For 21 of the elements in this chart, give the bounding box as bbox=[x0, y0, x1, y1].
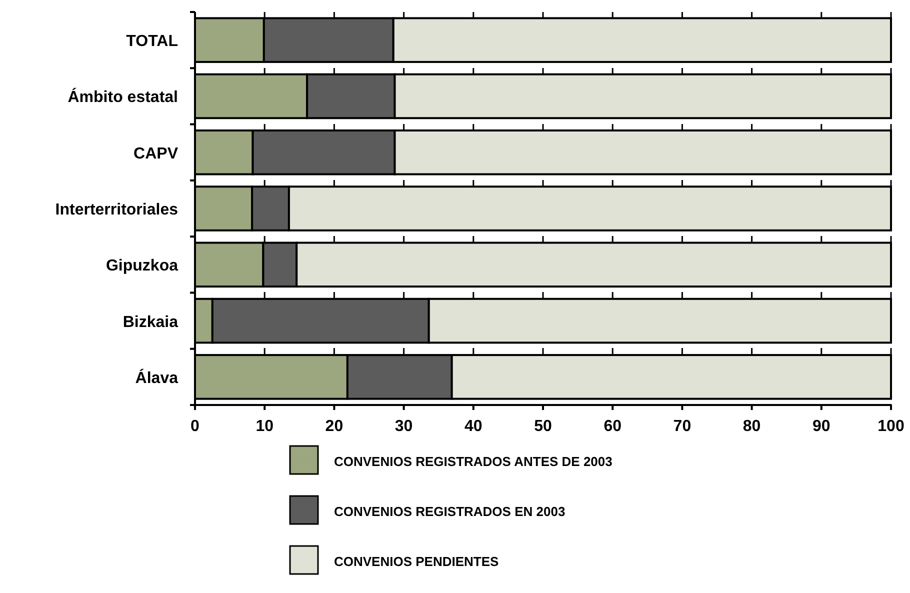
y-tick-label: Álava bbox=[135, 368, 178, 387]
x-tick-label: 50 bbox=[534, 418, 552, 435]
x-tick-label: 90 bbox=[812, 418, 830, 435]
x-tick-label: 30 bbox=[394, 418, 413, 435]
x-tick-label: 40 bbox=[464, 418, 482, 435]
x-tick-label: 20 bbox=[325, 418, 344, 435]
y-tick-label: Bizkaia bbox=[122, 314, 178, 331]
x-tick-label: 80 bbox=[742, 418, 761, 435]
y-tick-label: TOTAL bbox=[126, 33, 178, 50]
x-tick-label: 10 bbox=[256, 418, 274, 435]
x-tick-label: 0 bbox=[190, 418, 200, 435]
y-tick-label: Ámbito estatal bbox=[68, 87, 178, 106]
legend-label: CONVENIOS PENDIENTES bbox=[334, 554, 500, 569]
x-tick-label: 60 bbox=[604, 418, 622, 435]
legend-label: CONVENIOS REGISTRADOS EN 2003 bbox=[334, 504, 566, 519]
x-tick-label: 100 bbox=[878, 418, 904, 435]
x-tick-label: 70 bbox=[673, 418, 692, 435]
legend-label: CONVENIOS REGISTRADOS ANTES DE 2003 bbox=[334, 454, 612, 469]
y-tick-label: Gipuzkoa bbox=[106, 258, 178, 275]
y-tick-label: CAPV bbox=[134, 145, 178, 162]
y-tick-label: Interterritoriales bbox=[55, 202, 178, 218]
